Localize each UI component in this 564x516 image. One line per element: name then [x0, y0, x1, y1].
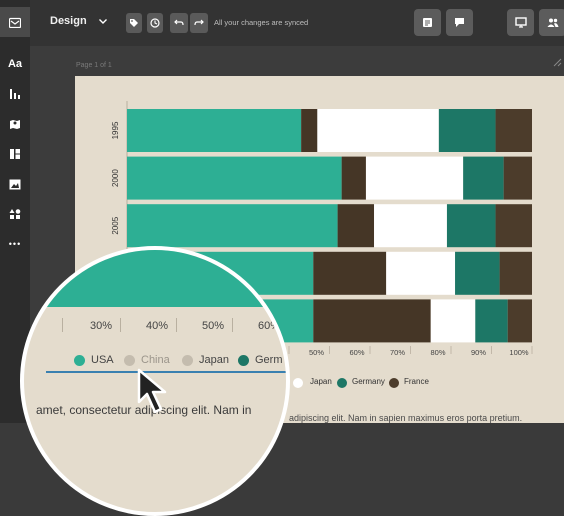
mag-legend-label: USA — [91, 354, 114, 366]
page-label: Page 1 of 1 — [76, 62, 112, 69]
resize-icon[interactable] — [553, 58, 562, 67]
bar-segment[interactable] — [463, 156, 504, 200]
undo-button[interactable] — [170, 13, 188, 33]
mag-tick — [176, 318, 177, 332]
x-tick-label: 90% — [471, 348, 486, 357]
magnified-bar — [24, 250, 286, 307]
mag-legend-label: Japan — [199, 354, 229, 366]
top-toolbar: Design All your changes are synced — [30, 0, 564, 46]
bar-segment[interactable] — [446, 204, 496, 248]
bar-segment[interactable] — [495, 204, 532, 248]
cursor-arrow-icon — [137, 368, 167, 414]
sidebar: Aa ••• — [0, 0, 30, 423]
bar-segment[interactable] — [313, 299, 431, 343]
notes-icon — [423, 18, 432, 27]
map-icon[interactable] — [0, 109, 30, 139]
tag-icon — [130, 19, 138, 27]
text-icon[interactable]: Aa — [0, 49, 30, 79]
legend-france-label: France — [404, 377, 429, 386]
bar-segment[interactable] — [438, 109, 496, 152]
y-tick-label: 2000 — [111, 169, 120, 187]
mag-tick-label: 60% — [258, 320, 281, 332]
mag-tick — [120, 318, 121, 332]
mag-tick-label: 40% — [146, 320, 169, 332]
mag-legend-item: China — [124, 354, 170, 366]
mag-tick-label: 30% — [90, 320, 113, 332]
preview-button[interactable] — [507, 9, 534, 36]
legend-japan-label: Japan — [310, 377, 332, 386]
bar-segment[interactable] — [127, 156, 342, 200]
bar-segment[interactable] — [341, 156, 366, 200]
mag-body-text: amet, consectetur adipiscing elit. Nam i… — [36, 403, 252, 417]
share-button[interactable] — [539, 9, 564, 36]
y-tick-label: 1995 — [111, 121, 120, 139]
mag-legend-dot — [74, 354, 85, 366]
x-tick-label: 60% — [349, 348, 364, 357]
selection-underline — [46, 371, 286, 373]
bar-segment[interactable] — [374, 204, 447, 248]
mag-legend-dot — [238, 354, 249, 366]
more-icon-label: ••• — [8, 239, 22, 249]
bar-segment[interactable] — [386, 251, 456, 295]
bar-segment[interactable] — [365, 156, 464, 200]
media-icon[interactable] — [0, 7, 30, 37]
mode-label: Design — [50, 15, 87, 27]
mag-legend-label: Germ — [255, 354, 283, 366]
bar-segment[interactable] — [499, 251, 532, 295]
x-tick-label: 80% — [430, 348, 445, 357]
tag-button[interactable] — [126, 13, 142, 33]
mag-legend-dot — [182, 354, 193, 366]
notes-button[interactable] — [414, 9, 441, 36]
legend-germany-marker — [337, 378, 347, 388]
mag-tick-label: 50% — [202, 320, 225, 332]
comments-button[interactable] — [446, 9, 473, 36]
bar-segment[interactable] — [503, 156, 532, 200]
y-tick-label: 2005 — [111, 216, 120, 234]
bar-segment[interactable] — [455, 251, 500, 295]
redo-button[interactable] — [190, 13, 208, 33]
monitor-icon — [514, 17, 527, 28]
stacked-bar-chart[interactable]: 199520002005201020150%10%20%30%40%50%60%… — [75, 76, 564, 366]
bar-segment[interactable] — [475, 299, 508, 343]
bar-segment[interactable] — [507, 299, 532, 343]
redo-icon — [194, 19, 204, 26]
bar-segment[interactable] — [430, 299, 476, 343]
body-text[interactable]: adipiscing elit. Nam in sapien maximus e… — [289, 413, 523, 423]
image-icon[interactable] — [0, 169, 30, 199]
bar-segment[interactable] — [301, 109, 318, 152]
comment-icon — [455, 18, 464, 27]
mag-tick — [62, 318, 63, 332]
users-icon — [547, 18, 558, 27]
bar-segment[interactable] — [337, 204, 375, 248]
undo-icon — [174, 19, 184, 26]
bar-segment[interactable] — [495, 109, 532, 152]
mag-legend-label: China — [141, 354, 170, 366]
mag-legend-dot — [124, 354, 135, 366]
history-button[interactable] — [147, 13, 163, 33]
bar-segment[interactable] — [317, 109, 439, 152]
chevron-down-icon — [98, 18, 107, 24]
x-tick-label: 50% — [309, 348, 324, 357]
mag-legend-item: Japan — [182, 354, 229, 366]
legend-germany-label: Germany — [352, 377, 385, 386]
shapes-icon[interactable] — [0, 199, 30, 229]
x-tick-label: 100% — [509, 348, 529, 357]
legend-france-marker — [389, 378, 399, 388]
clock-icon — [150, 18, 160, 28]
mag-tick — [232, 318, 233, 332]
mag-legend-item: Germ — [238, 354, 283, 366]
charts-icon[interactable] — [0, 79, 30, 109]
legend-japan-marker — [293, 378, 303, 388]
bar-segment[interactable] — [127, 204, 338, 248]
text-icon-label: Aa — [7, 58, 23, 70]
sync-status: All your changes are synced — [214, 18, 309, 27]
layout-icon[interactable] — [0, 139, 30, 169]
mag-legend-item: USA — [74, 354, 114, 366]
x-tick-label: 70% — [390, 348, 405, 357]
bar-segment[interactable] — [313, 251, 387, 295]
more-icon[interactable]: ••• — [0, 229, 30, 259]
bar-segment[interactable] — [127, 109, 302, 152]
mode-dropdown[interactable]: Design — [50, 15, 107, 27]
